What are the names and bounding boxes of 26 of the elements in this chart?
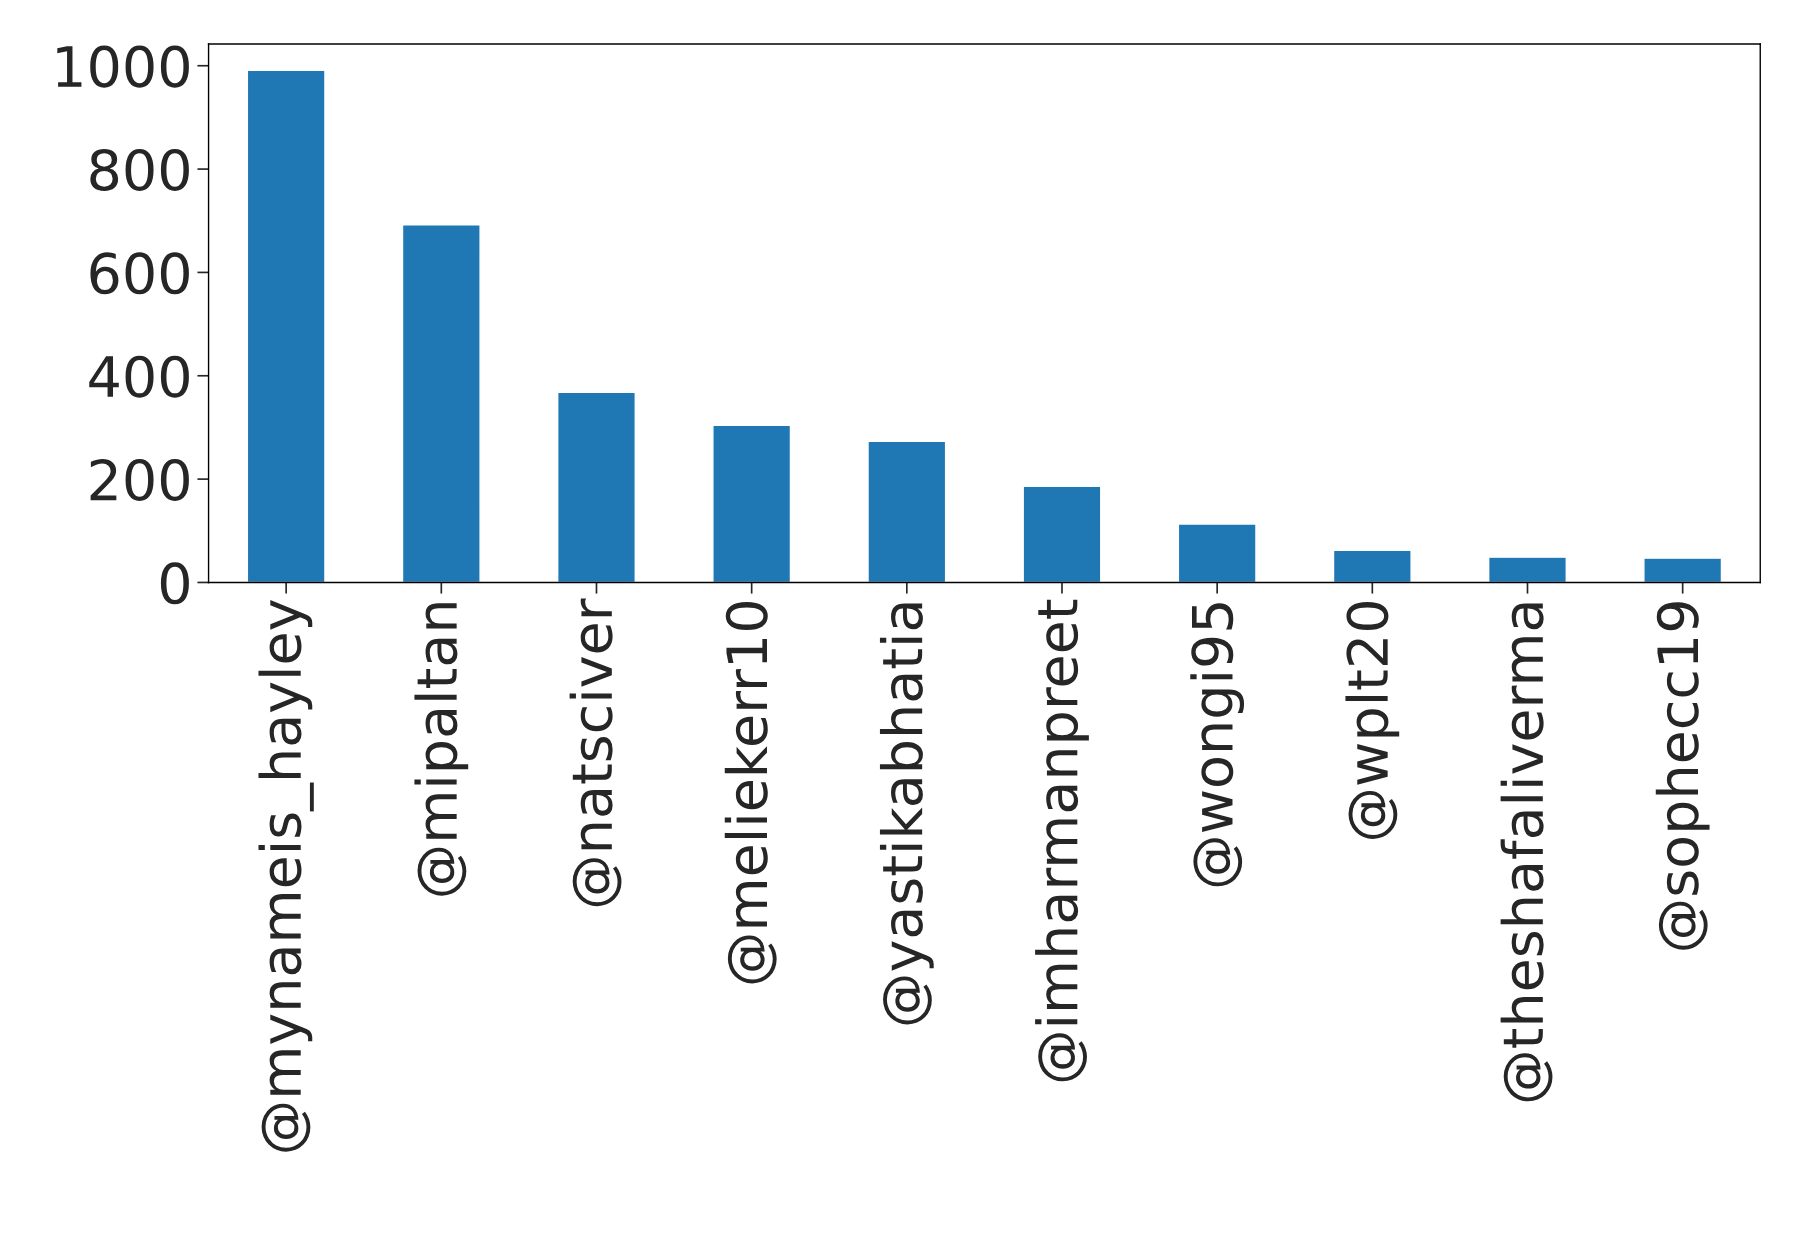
y-tick-label: 400 xyxy=(89,355,189,398)
x-tick-label: @natsciver xyxy=(569,598,622,907)
x-tick-label: @mynameis_hayley xyxy=(258,600,314,1152)
y-tick-label: 200 xyxy=(90,458,189,502)
y-tick-label: 0 xyxy=(160,562,189,605)
y-tick-label: 600 xyxy=(90,252,189,295)
bar xyxy=(246,69,326,583)
bar xyxy=(1488,556,1567,583)
x-tick-label: @mipaltan xyxy=(414,603,469,896)
bar xyxy=(556,391,636,583)
bar xyxy=(1177,523,1257,583)
x-tick-label: @wongi95 xyxy=(1190,603,1245,887)
bar xyxy=(1022,485,1102,583)
x-tick-label: @yastikabhatia xyxy=(879,603,934,1025)
bar xyxy=(1332,549,1412,583)
bar xyxy=(401,224,481,583)
bar xyxy=(867,440,947,583)
x-tick-label: @theshafaliverma xyxy=(1500,603,1553,1102)
bar xyxy=(712,424,792,583)
x-tick-label: @sophecc19 xyxy=(1655,602,1710,950)
y-tick-label: 1000 xyxy=(57,45,189,88)
x-tick-label: @imharmanpreet xyxy=(1035,599,1089,1082)
bar xyxy=(1643,557,1723,583)
y-tick-label: 800 xyxy=(90,148,189,191)
x-tick-label: @wplt20 xyxy=(1345,602,1400,839)
x-tick-label: @meliekerr10 xyxy=(724,602,777,984)
